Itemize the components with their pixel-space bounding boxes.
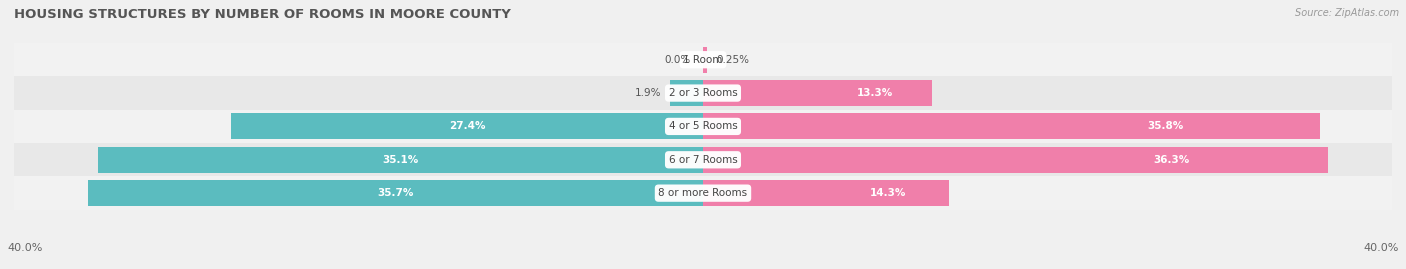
Text: Source: ZipAtlas.com: Source: ZipAtlas.com xyxy=(1295,8,1399,18)
Text: 36.3%: 36.3% xyxy=(1154,155,1189,165)
Bar xyxy=(14,43,1392,76)
Text: 0.0%: 0.0% xyxy=(665,55,690,65)
Bar xyxy=(14,176,1392,210)
Text: 1.9%: 1.9% xyxy=(636,88,662,98)
Bar xyxy=(703,147,1329,173)
Bar xyxy=(671,80,703,106)
Text: 13.3%: 13.3% xyxy=(856,88,893,98)
Text: HOUSING STRUCTURES BY NUMBER OF ROOMS IN MOORE COUNTY: HOUSING STRUCTURES BY NUMBER OF ROOMS IN… xyxy=(14,8,510,21)
Text: 35.8%: 35.8% xyxy=(1147,121,1184,132)
Text: 35.7%: 35.7% xyxy=(377,188,413,198)
Text: 1 Room: 1 Room xyxy=(683,55,723,65)
Bar xyxy=(89,180,703,206)
Text: 27.4%: 27.4% xyxy=(449,121,485,132)
Bar xyxy=(703,180,949,206)
Text: 14.3%: 14.3% xyxy=(869,188,905,198)
Bar xyxy=(703,114,1320,139)
Text: 40.0%: 40.0% xyxy=(7,243,42,253)
Bar xyxy=(14,143,1392,176)
Bar xyxy=(98,147,703,173)
Bar xyxy=(14,76,1392,110)
Text: 0.25%: 0.25% xyxy=(716,55,749,65)
Text: 4 or 5 Rooms: 4 or 5 Rooms xyxy=(669,121,737,132)
Text: 6 or 7 Rooms: 6 or 7 Rooms xyxy=(669,155,737,165)
Bar xyxy=(703,80,932,106)
Text: 40.0%: 40.0% xyxy=(1364,243,1399,253)
Bar xyxy=(703,47,707,73)
Text: 2 or 3 Rooms: 2 or 3 Rooms xyxy=(669,88,737,98)
Text: 8 or more Rooms: 8 or more Rooms xyxy=(658,188,748,198)
Bar xyxy=(14,110,1392,143)
Text: 35.1%: 35.1% xyxy=(382,155,419,165)
Bar xyxy=(231,114,703,139)
